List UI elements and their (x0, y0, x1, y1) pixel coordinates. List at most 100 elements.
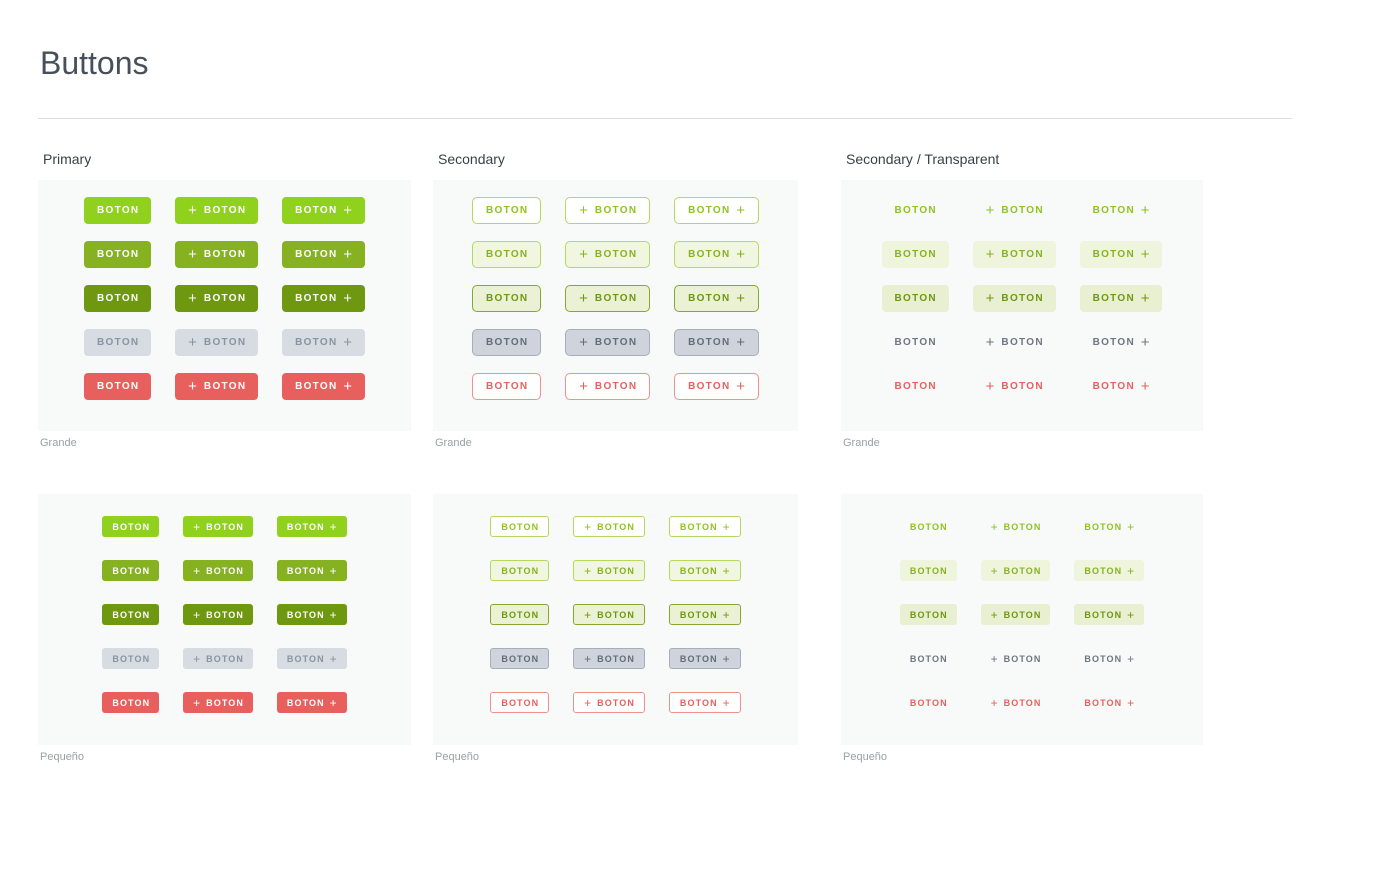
button-primary-dark-olive-plus-right-grande[interactable]: BOTON + (282, 285, 365, 312)
button-transparent-olive-plus-left-grande[interactable]: + BOTON (972, 241, 1056, 268)
button-row-disabled: BOTON + BOTON BOTON + (38, 648, 411, 669)
button-primary-disabled-plain-pequeno[interactable]: BOTON (102, 648, 160, 669)
button-transparent-danger-plus-right-pequeno[interactable]: BOTON + (1074, 692, 1144, 713)
button-transparent-olive-plain-grande[interactable]: BOTON (881, 241, 949, 268)
button-primary-olive-plain-grande[interactable]: BOTON (84, 241, 152, 268)
button-secondary-danger-plus-left-pequeno[interactable]: + BOTON (573, 692, 645, 713)
button-secondary-dark-olive-plain-grande[interactable]: BOTON (472, 285, 542, 312)
button-transparent-olive-plus-left-pequeno[interactable]: + BOTON (980, 560, 1051, 581)
button-primary-olive-plus-left-grande[interactable]: + BOTON (175, 241, 259, 268)
button-secondary-lime-plus-right-pequeno[interactable]: BOTON + (668, 516, 741, 537)
button-primary-lime-plus-left-grande[interactable]: + BOTON (175, 197, 259, 224)
button-primary-lime-plus-right-grande[interactable]: BOTON + (282, 197, 365, 224)
button-primary-danger-plain-pequeno[interactable]: BOTON (102, 692, 160, 713)
button-transparent-disabled-plain-pequeno[interactable]: BOTON (900, 648, 957, 669)
button-primary-danger-plus-right-grande[interactable]: BOTON + (282, 373, 365, 400)
plus-icon: + (329, 607, 337, 622)
button-secondary-olive-plus-left-grande[interactable]: + BOTON (565, 241, 651, 268)
button-secondary-danger-plus-left-grande[interactable]: + BOTON (565, 373, 651, 400)
button-transparent-lime-plain-pequeno[interactable]: BOTON (900, 516, 957, 537)
button-secondary-lime-plus-right-grande[interactable]: BOTON + (674, 197, 759, 224)
button-transparent-danger-plus-right-grande[interactable]: BOTON + (1080, 373, 1163, 400)
button-transparent-lime-plus-left-pequeno[interactable]: + BOTON (981, 516, 1051, 537)
button-primary-dark-olive-plus-right-pequeno[interactable]: BOTON + (276, 604, 347, 625)
button-secondary-dark-olive-plus-right-pequeno[interactable]: BOTON + (668, 604, 741, 625)
button-primary-olive-plus-right-grande[interactable]: BOTON + (282, 241, 365, 268)
button-secondary-danger-plus-right-pequeno[interactable]: BOTON + (668, 692, 741, 713)
button-primary-olive-plus-left-pequeno[interactable]: + BOTON (183, 560, 253, 581)
button-primary-disabled-plus-right-pequeno[interactable]: BOTON + (276, 648, 347, 669)
button-secondary-disabled-plus-left-grande[interactable]: + BOTON (565, 329, 651, 356)
button-transparent-dark-olive-plus-left-grande[interactable]: + BOTON (972, 285, 1056, 312)
button-transparent-danger-plus-left-pequeno[interactable]: + BOTON (981, 692, 1051, 713)
button-secondary-olive-plus-right-pequeno[interactable]: BOTON + (668, 560, 741, 581)
button-transparent-disabled-plus-left-pequeno[interactable]: + BOTON (981, 648, 1051, 669)
button-secondary-danger-plain-pequeno[interactable]: BOTON (490, 692, 550, 713)
button-primary-disabled-plus-left-pequeno[interactable]: + BOTON (183, 648, 253, 669)
button-secondary-olive-plain-pequeno[interactable]: BOTON (490, 560, 550, 581)
button-secondary-lime-plain-grande[interactable]: BOTON (472, 197, 542, 224)
button-primary-disabled-plus-left-grande[interactable]: + BOTON (175, 329, 259, 356)
button-transparent-disabled-plain-grande[interactable]: BOTON (882, 329, 949, 356)
button-primary-danger-plain-grande[interactable]: BOTON (84, 373, 152, 400)
button-label: BOTON (909, 609, 948, 620)
button-primary-dark-olive-plain-pequeno[interactable]: BOTON (102, 604, 160, 625)
button-secondary-disabled-plus-right-grande[interactable]: BOTON + (674, 329, 759, 356)
button-secondary-lime-plain-pequeno[interactable]: BOTON (490, 516, 550, 537)
button-transparent-dark-olive-plus-right-grande[interactable]: BOTON + (1079, 285, 1163, 312)
button-primary-lime-plus-right-pequeno[interactable]: BOTON + (276, 516, 347, 537)
button-secondary-olive-plus-left-pequeno[interactable]: + BOTON (573, 560, 645, 581)
button-transparent-lime-plus-left-grande[interactable]: + BOTON (973, 197, 1056, 224)
button-secondary-olive-plain-grande[interactable]: BOTON (472, 241, 542, 268)
button-transparent-dark-olive-plus-right-pequeno[interactable]: BOTON + (1074, 604, 1145, 625)
button-transparent-dark-olive-plus-left-pequeno[interactable]: + BOTON (980, 604, 1051, 625)
button-transparent-danger-plain-grande[interactable]: BOTON (882, 373, 949, 400)
button-transparent-lime-plain-grande[interactable]: BOTON (882, 197, 949, 224)
button-secondary-disabled-plus-left-pequeno[interactable]: + BOTON (573, 648, 645, 669)
button-transparent-lime-plus-right-grande[interactable]: BOTON + (1080, 197, 1163, 224)
button-primary-olive-plain-pequeno[interactable]: BOTON (102, 560, 160, 581)
button-secondary-danger-plus-right-grande[interactable]: BOTON + (674, 373, 759, 400)
button-primary-olive-plus-right-pequeno[interactable]: BOTON + (276, 560, 347, 581)
button-row-disabled: BOTON + BOTON BOTON + (433, 648, 798, 669)
button-secondary-disabled-plain-pequeno[interactable]: BOTON (490, 648, 550, 669)
button-primary-disabled-plain-grande[interactable]: BOTON (84, 329, 152, 356)
button-transparent-danger-plain-pequeno[interactable]: BOTON (900, 692, 957, 713)
button-secondary-dark-olive-plus-left-grande[interactable]: + BOTON (565, 285, 651, 312)
button-secondary-dark-olive-plain-pequeno[interactable]: BOTON (490, 604, 550, 625)
button-secondary-olive-plus-right-grande[interactable]: BOTON + (674, 241, 759, 268)
button-secondary-lime-plus-left-pequeno[interactable]: + BOTON (573, 516, 645, 537)
button-primary-danger-plus-left-pequeno[interactable]: + BOTON (183, 692, 253, 713)
button-transparent-disabled-plus-right-grande[interactable]: BOTON + (1080, 329, 1163, 356)
button-secondary-lime-plus-left-grande[interactable]: + BOTON (565, 197, 651, 224)
button-primary-lime-plain-grande[interactable]: BOTON (84, 197, 152, 224)
button-transparent-disabled-plus-left-grande[interactable]: + BOTON (973, 329, 1056, 356)
plus-icon: + (343, 246, 352, 263)
button-primary-disabled-plus-right-grande[interactable]: BOTON + (282, 329, 365, 356)
button-primary-danger-plus-right-pequeno[interactable]: BOTON + (276, 692, 347, 713)
button-transparent-olive-plain-pequeno[interactable]: BOTON (899, 560, 957, 581)
button-label: BOTON (501, 521, 540, 532)
button-primary-lime-plus-left-pequeno[interactable]: + BOTON (183, 516, 253, 537)
button-secondary-disabled-plain-grande[interactable]: BOTON (472, 329, 542, 356)
button-transparent-danger-plus-left-grande[interactable]: + BOTON (973, 373, 1056, 400)
button-transparent-lime-plus-right-pequeno[interactable]: BOTON + (1074, 516, 1144, 537)
button-transparent-dark-olive-plain-pequeno[interactable]: BOTON (899, 604, 957, 625)
button-primary-dark-olive-plus-left-grande[interactable]: + BOTON (175, 285, 259, 312)
button-label: BOTON (486, 337, 529, 348)
button-secondary-disabled-plus-right-pequeno[interactable]: BOTON + (668, 648, 741, 669)
button-transparent-olive-plus-right-grande[interactable]: BOTON + (1079, 241, 1163, 268)
plus-icon: + (188, 202, 197, 219)
button-primary-dark-olive-plus-left-pequeno[interactable]: + BOTON (183, 604, 253, 625)
button-secondary-dark-olive-plus-left-pequeno[interactable]: + BOTON (573, 604, 645, 625)
button-label: BOTON (286, 653, 325, 664)
button-transparent-dark-olive-plain-grande[interactable]: BOTON (881, 285, 949, 312)
button-primary-dark-olive-plain-grande[interactable]: BOTON (84, 285, 152, 312)
button-transparent-disabled-plus-right-pequeno[interactable]: BOTON + (1074, 648, 1144, 669)
button-primary-lime-plain-pequeno[interactable]: BOTON (102, 516, 160, 537)
buttons-style-guide-page: Buttons Primary BOTON + BOTON BOTON + BOTON + BO… (38, 44, 1374, 764)
button-secondary-dark-olive-plus-right-grande[interactable]: BOTON + (674, 285, 759, 312)
button-secondary-danger-plain-grande[interactable]: BOTON (472, 373, 542, 400)
button-primary-danger-plus-left-grande[interactable]: + BOTON (175, 373, 259, 400)
button-transparent-olive-plus-right-pequeno[interactable]: BOTON + (1074, 560, 1145, 581)
